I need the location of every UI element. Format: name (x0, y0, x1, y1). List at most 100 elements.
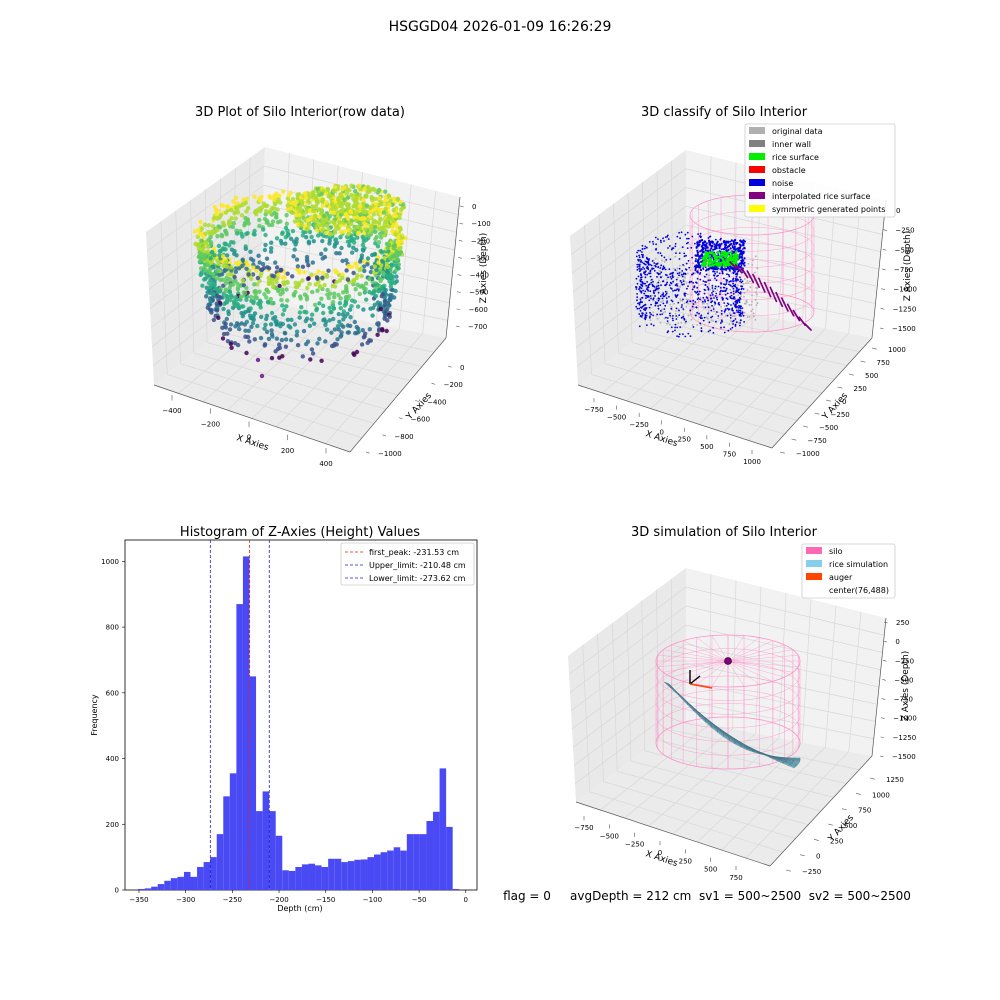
data-point (361, 197, 366, 203)
tick-label: −200 (471, 237, 490, 245)
point-noise (667, 276, 669, 279)
data-point (300, 354, 305, 359)
point-original (680, 321, 683, 324)
data-point (344, 289, 350, 295)
point-original (660, 301, 663, 303)
point-original (745, 282, 747, 284)
data-point (261, 201, 266, 206)
histogram-bar (406, 834, 414, 890)
point-noise (640, 291, 643, 293)
point-noise (656, 262, 659, 265)
data-point (291, 292, 297, 297)
point-original (750, 304, 753, 306)
data-point (208, 271, 214, 276)
point-noise (650, 323, 653, 325)
point-noise (738, 304, 740, 307)
data-point (344, 191, 350, 196)
data-point (363, 281, 369, 286)
data-point (243, 290, 248, 296)
point-original (737, 321, 740, 324)
point-noise (644, 294, 647, 297)
data-point (373, 196, 378, 202)
histogram-bar (144, 888, 152, 890)
data-point (244, 350, 249, 356)
data-point (385, 216, 391, 222)
data-point (227, 327, 233, 332)
point-interpolated (735, 267, 737, 269)
data-point (275, 346, 281, 352)
point-noise (711, 284, 714, 287)
data-point (257, 217, 262, 223)
point-noise (674, 243, 677, 245)
point-noise (666, 300, 668, 302)
point-noise (696, 251, 699, 254)
point-noise (680, 281, 683, 284)
point-noise (723, 326, 725, 329)
point-noise (676, 335, 678, 337)
point-noise (684, 292, 687, 295)
histogram-bar (197, 867, 204, 890)
data-point (376, 187, 382, 193)
data-point (225, 253, 230, 258)
data-point (369, 291, 375, 296)
tick-label: 500 (700, 443, 713, 451)
data-point (340, 312, 346, 317)
point-noise (730, 239, 733, 242)
data-point (212, 204, 217, 210)
histogram-bar (138, 889, 145, 890)
data-point (344, 212, 349, 218)
point-noise (725, 287, 728, 290)
data-point (376, 207, 382, 212)
point-noise (732, 268, 735, 272)
histogram-bar (164, 880, 171, 890)
point-original (751, 308, 754, 311)
data-point (218, 295, 223, 300)
gridline (571, 187, 883, 274)
point-original (685, 282, 688, 284)
point-original (755, 304, 758, 306)
histogram-bar (269, 811, 276, 890)
point-original (728, 323, 731, 326)
data-point (268, 249, 274, 254)
data-point (255, 357, 261, 363)
point-original (709, 307, 711, 309)
point-rice-surface (720, 253, 723, 257)
data-point (354, 247, 359, 253)
point-noise (662, 302, 665, 305)
data-point (292, 322, 298, 327)
data-point (345, 311, 350, 316)
panel-classify-title: 3D classify of Silo Interior (641, 105, 808, 120)
x-tick-label: 0 (464, 896, 468, 904)
data-point (285, 203, 290, 208)
scatter-points-raw (192, 183, 408, 379)
tick-label: −800 (394, 433, 413, 441)
pane-floor (578, 300, 872, 448)
point-noise (704, 300, 707, 303)
data-point (264, 329, 270, 335)
data-point (299, 305, 304, 310)
point-noise (674, 245, 677, 248)
data-point (244, 266, 249, 271)
point-original (666, 278, 668, 281)
point-interpolated (775, 300, 778, 303)
point-noise (672, 280, 674, 283)
point-original (706, 302, 708, 305)
point-noise (645, 288, 648, 290)
point-noise (678, 272, 681, 274)
data-point (259, 194, 264, 200)
point-noise (638, 307, 641, 310)
point-rice-surface (732, 256, 736, 259)
tick-label: −500 (895, 246, 914, 254)
point-rice-surface (723, 251, 727, 254)
data-point (262, 292, 267, 297)
point-noise (734, 284, 737, 286)
point-noise (641, 296, 643, 299)
data-point (397, 246, 402, 251)
data-point (240, 257, 245, 262)
point-noise (657, 266, 660, 268)
point-original (691, 324, 694, 326)
data-point (377, 276, 382, 281)
point-original (692, 262, 694, 264)
tick-label: 250 (896, 619, 909, 627)
point-noise (660, 241, 662, 244)
